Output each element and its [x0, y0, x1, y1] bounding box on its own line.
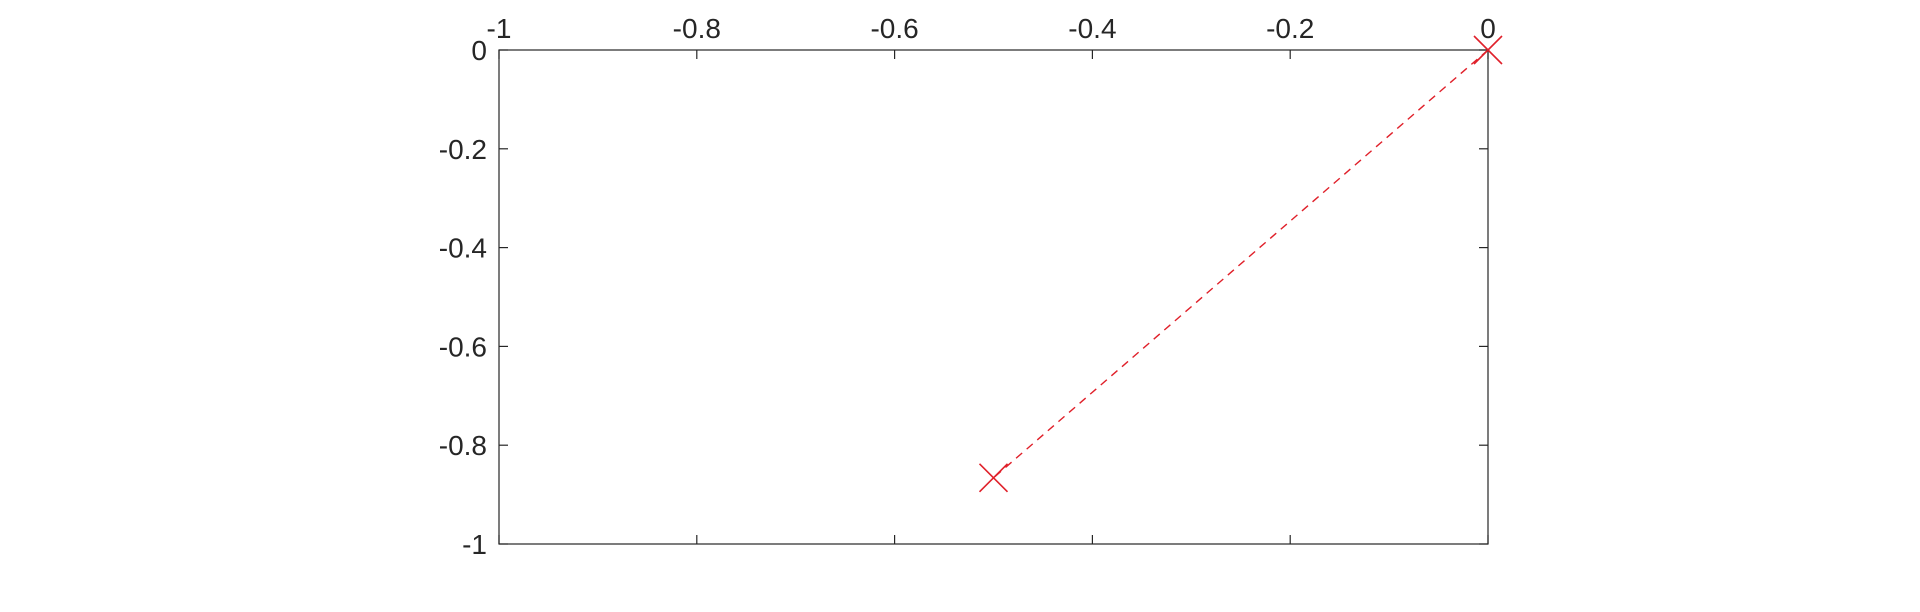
x-tick-label: 0	[1480, 13, 1496, 44]
x-tick-label: -1	[487, 13, 512, 44]
y-tick-label: -0.4	[439, 233, 487, 264]
y-tick-label: 0	[471, 35, 487, 66]
y-tick-label: -1	[462, 529, 487, 560]
x-tick-label: -0.2	[1266, 13, 1314, 44]
y-tick-label: -0.8	[439, 430, 487, 461]
x-tick-label: -0.4	[1068, 13, 1116, 44]
y-axis: 0 -0.2 -0.4 -0.6 -0.8 -1	[439, 35, 1488, 560]
axes-box	[498, 49, 1489, 545]
series-line	[993, 49, 1489, 479]
x-axis: -1 -0.8 -0.6 -0.4 -0.2 0	[487, 13, 1496, 544]
x-marker	[978, 463, 1009, 493]
x-tick-label: -0.8	[673, 13, 721, 44]
series-layer	[978, 35, 1503, 493]
y-tick-label: -0.6	[439, 331, 487, 362]
y-tick-label: -0.2	[439, 134, 487, 165]
x-tick-label: -0.6	[870, 13, 918, 44]
x-marker	[1473, 35, 1503, 65]
